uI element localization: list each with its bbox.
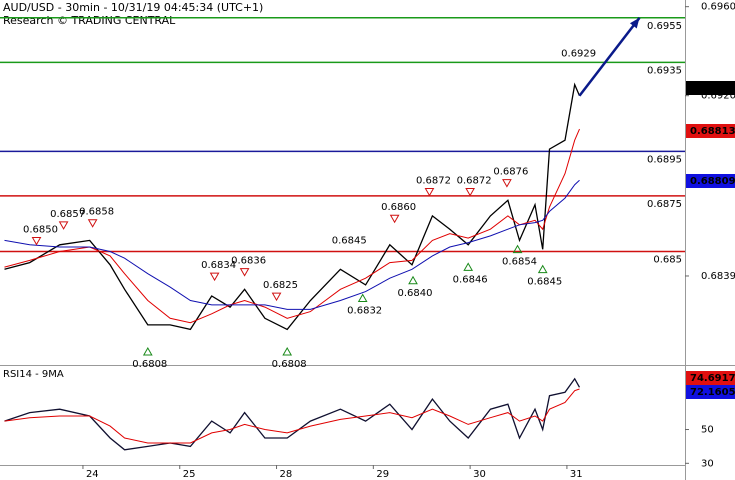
low-marker xyxy=(408,275,418,285)
chart-subtitle: Research © TRADING CENTRAL xyxy=(3,14,176,27)
high-label: 0.6857 xyxy=(50,209,85,220)
y-tick-label: 0.6839 xyxy=(701,271,735,282)
level-label: 0.6895 xyxy=(647,154,682,165)
price-tag-label: 0.69232 xyxy=(690,83,735,94)
y-tick-label: 50 xyxy=(701,425,714,436)
chart-title: AUD/USD - 30min - 10/31/19 04:45:34 (UTC… xyxy=(3,1,263,14)
high-marker xyxy=(87,219,98,228)
price-tag-label: 72.1605 xyxy=(690,387,735,398)
high-marker xyxy=(424,188,435,197)
high-marker xyxy=(31,236,42,246)
panel-title: RSI14 - 9MA xyxy=(3,369,64,380)
high-label: 0.6876 xyxy=(493,167,528,178)
high-label: 0.6858 xyxy=(79,207,114,218)
low-marker xyxy=(537,264,548,274)
high-label: 0.6825 xyxy=(263,280,298,291)
high-marker xyxy=(389,214,400,224)
low-marker xyxy=(142,346,153,356)
y-tick-label: 30 xyxy=(701,458,714,469)
series-line xyxy=(4,82,581,331)
level-label: 0.685 xyxy=(653,254,682,265)
x-tick-label: 28 xyxy=(280,469,293,480)
low-label: 0.6846 xyxy=(453,274,488,285)
low-label: 0.6808 xyxy=(272,359,307,370)
arrow-head xyxy=(629,17,640,29)
high-marker xyxy=(465,188,475,197)
high-label: 0.6929 xyxy=(561,49,596,60)
low-label: 0.6832 xyxy=(347,306,382,317)
y-tick-label: 0.6960 xyxy=(701,2,735,13)
low-label: 0.6808 xyxy=(132,359,167,370)
low-label: 0.6845 xyxy=(527,277,562,288)
high-marker xyxy=(58,221,69,230)
high-label: 0.6845 xyxy=(332,236,367,247)
high-label: 0.6850 xyxy=(23,224,58,235)
low-label: 0.6854 xyxy=(502,257,537,268)
price-tag-label: 0.68809 xyxy=(690,176,735,187)
low-marker xyxy=(463,262,474,271)
price-tag-label: 74.6917 xyxy=(690,373,735,384)
price-tag xyxy=(686,174,735,188)
series-line xyxy=(4,388,580,444)
high-label: 0.6872 xyxy=(416,176,451,187)
high-marker xyxy=(239,268,250,277)
high-label: 0.6836 xyxy=(231,256,266,267)
arrow xyxy=(578,17,641,97)
high-marker xyxy=(209,272,220,282)
x-tick-label: 30 xyxy=(473,469,486,480)
x-tick-label: 31 xyxy=(570,469,583,480)
x-tick-label: 24 xyxy=(86,469,99,480)
price-tag xyxy=(686,81,735,95)
low-marker xyxy=(357,293,368,303)
high-marker xyxy=(502,179,512,188)
level-label: 0.6875 xyxy=(647,199,682,210)
high-marker xyxy=(271,292,282,302)
high-label: 0.6834 xyxy=(201,260,236,271)
price-tag xyxy=(686,124,735,138)
low-marker xyxy=(512,244,523,254)
y-tick-label: 0.6920 xyxy=(701,91,735,102)
price-tag xyxy=(686,371,735,385)
low-label: 0.6840 xyxy=(398,288,433,299)
x-tick-label: 25 xyxy=(183,469,196,480)
level-label: 0.6955 xyxy=(647,21,682,32)
series-line xyxy=(4,128,580,324)
series-line xyxy=(4,377,581,451)
high-label: 0.6872 xyxy=(457,176,492,187)
low-marker xyxy=(282,346,293,356)
high-label: 0.6860 xyxy=(381,202,416,213)
level-label: 0.6935 xyxy=(647,65,682,76)
price-tag-label: 0.68813 xyxy=(690,126,735,137)
x-tick-label: 29 xyxy=(376,469,389,480)
series-line xyxy=(4,179,580,310)
price-tag xyxy=(686,385,735,399)
